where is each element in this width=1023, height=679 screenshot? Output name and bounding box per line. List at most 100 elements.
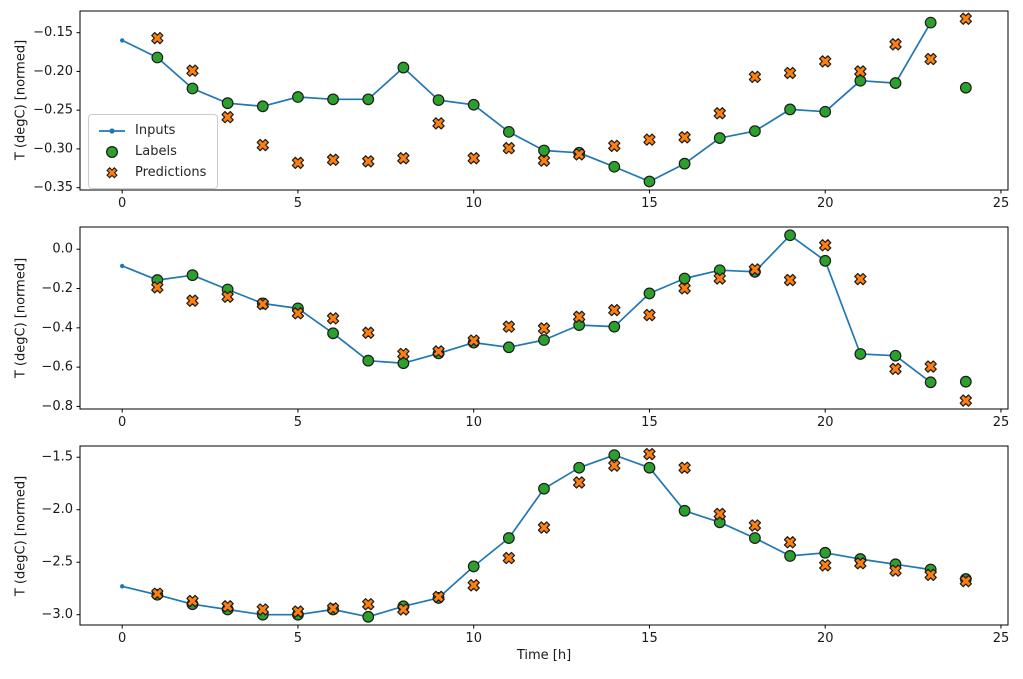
prediction-marker — [572, 476, 586, 489]
label-marker — [889, 77, 902, 89]
prediction-marker — [256, 603, 269, 616]
prediction-marker — [572, 148, 586, 161]
label-marker — [186, 269, 199, 282]
y-tick-label: −0.15 — [33, 25, 73, 40]
label-marker — [854, 348, 867, 360]
prediction-marker — [432, 590, 445, 604]
prediction-marker — [713, 507, 726, 521]
y-tick-label: −0.6 — [41, 360, 73, 375]
prediction-marker — [397, 603, 410, 616]
input-dot — [119, 38, 125, 43]
prediction-marker — [467, 152, 480, 165]
label-marker — [643, 175, 656, 188]
prediction-marker — [221, 110, 234, 124]
prediction-marker — [854, 65, 867, 78]
label-marker — [362, 610, 375, 623]
prediction-marker — [643, 133, 656, 146]
label-marker — [186, 82, 199, 95]
prediction-marker — [362, 598, 375, 611]
predictions-x-icon — [106, 166, 118, 178]
prediction-marker — [959, 574, 973, 588]
prediction-marker — [959, 394, 973, 407]
prediction-marker — [643, 447, 656, 461]
label-marker — [432, 94, 445, 107]
legend-label-predictions: Predictions — [135, 165, 207, 180]
label-marker — [538, 334, 550, 346]
label-marker — [784, 229, 796, 242]
inputs-line — [122, 454, 931, 618]
prediction-marker — [151, 587, 164, 600]
prediction-marker — [643, 308, 656, 322]
x-tick-label: 5 — [294, 631, 302, 646]
prediction-marker — [221, 600, 234, 613]
y-axis-label-top-text: T (degC) [normed] — [13, 39, 29, 161]
x-tick-label: 20 — [817, 415, 834, 430]
x-tick-label: 20 — [817, 631, 834, 646]
y-tick-label: −0.2 — [41, 281, 73, 296]
prediction-marker — [467, 334, 480, 347]
label-marker — [327, 93, 339, 106]
label-marker — [784, 103, 796, 116]
prediction-marker — [186, 294, 199, 307]
y-tick-label: −0.30 — [33, 141, 73, 156]
y-tick-label: −2.5 — [41, 555, 73, 570]
prediction-marker — [151, 31, 164, 45]
prediction-marker — [748, 70, 762, 84]
prediction-marker — [256, 297, 269, 311]
x-axis-label: Time [h] — [516, 648, 572, 663]
legend: Inputs Labels Predictions — [88, 114, 219, 189]
label-marker — [573, 461, 586, 474]
prediction-marker — [783, 273, 797, 287]
prediction-marker — [924, 568, 937, 582]
prediction-marker — [326, 312, 340, 325]
prediction-marker — [608, 459, 621, 472]
prediction-marker — [502, 141, 516, 155]
label-marker — [924, 376, 937, 389]
prediction-marker — [713, 272, 726, 285]
prediction-marker — [748, 263, 762, 276]
x-tick-label: 15 — [641, 631, 658, 646]
label-marker — [678, 157, 691, 170]
label-marker — [608, 160, 621, 173]
label-marker — [502, 341, 515, 354]
x-tick-label: 0 — [118, 196, 126, 211]
prediction-marker — [854, 557, 867, 570]
subplot-2-frame — [79, 445, 1009, 626]
prediction-marker — [537, 521, 551, 534]
label-marker — [749, 125, 761, 138]
prediction-marker — [186, 594, 199, 608]
label-marker — [256, 100, 269, 113]
x-tick-label: 25 — [993, 631, 1010, 646]
prediction-marker — [502, 320, 516, 333]
label-marker — [608, 449, 621, 462]
prediction-marker — [537, 322, 551, 335]
prediction-marker — [256, 138, 269, 152]
label-marker — [221, 97, 234, 110]
prediction-marker — [572, 310, 586, 324]
prediction-marker — [783, 536, 797, 549]
prediction-marker — [608, 303, 621, 317]
prediction-marker — [608, 139, 621, 153]
label-marker — [643, 461, 656, 474]
y-tick-label: −1.5 — [41, 450, 73, 465]
label-marker — [608, 320, 621, 333]
prediction-marker — [221, 290, 234, 303]
legend-entry-labels: Labels — [97, 141, 206, 162]
x-tick-label: 15 — [641, 196, 658, 211]
prediction-marker — [889, 38, 902, 51]
prediction-marker — [889, 564, 902, 577]
label-marker — [502, 125, 515, 138]
y-tick-label: −0.25 — [33, 103, 73, 118]
label-marker — [678, 272, 691, 285]
y-tick-label: −0.35 — [33, 180, 73, 195]
label-marker — [151, 51, 164, 64]
prediction-marker — [748, 519, 762, 532]
prediction-marker — [151, 281, 164, 294]
prediction-marker — [397, 152, 410, 165]
prediction-marker — [537, 154, 551, 167]
subplot-2: 0 5 10 15 20 25 −1.5 −2.0 −2.5 −3.0 — [41, 445, 1010, 646]
label-marker — [643, 287, 656, 300]
label-marker — [538, 144, 550, 157]
label-marker — [362, 93, 375, 106]
x-tick-label: 20 — [817, 196, 834, 211]
